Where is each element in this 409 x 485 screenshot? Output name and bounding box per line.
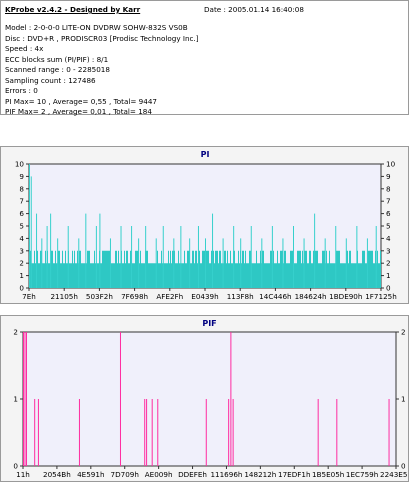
pi-ytick-label: 8 (19, 184, 24, 193)
pif-xtick-label: 17EDF1h (278, 470, 310, 479)
pif-xtick-label: 148212h (244, 470, 276, 479)
pif-xtick-label: 111696h (210, 470, 242, 479)
pi-ytick-label: 3 (19, 246, 24, 255)
pi-xtick-label: E0439h (191, 292, 218, 301)
pi-ytick-label-right: 0 (386, 284, 391, 293)
pif-chart: PIF 0 0 1 1 2 2 11h 2054Bh 4E591h 7D709h AE009h DDEF… (13, 319, 409, 479)
info-disc: Disc : DVD+R , PRODISCR03 [Prodisc Techn… (5, 33, 199, 43)
pif-xtick-label: DDEFEh (178, 470, 207, 479)
pi-ytick-label: 9 (19, 172, 24, 181)
pif-chart-title: PIF (202, 319, 216, 328)
pi-ytick-label-right: 3 (386, 246, 391, 255)
pi-xtick-label: 7F698h (121, 292, 148, 301)
pif-ytick-label-right: 2 (401, 328, 406, 337)
pif-xtick-label: 4E591h (77, 470, 104, 479)
pi-ytick-label: 6 (19, 209, 24, 218)
pi-chart: PI 0 0 1 1 2 2 3 3 4 4 5 5 6 6 7 7 8 8 9 9 10 10 7Eh 21105h 503F2… (15, 150, 397, 301)
info-errors: Errors : 0 (5, 86, 38, 95)
pi-xtick-label: 7Eh (22, 292, 36, 301)
pi-ytick-label-right: 9 (386, 172, 391, 181)
pif-xtick-label: 1B5E05h (312, 470, 344, 479)
info-pif-stats: PIF Max= 2 , Average= 0,01 , Total= 184 (5, 107, 152, 116)
pi-ytick-label: 10 (15, 160, 25, 169)
info-panel: KProbe v2.4.2 - Designed by Karr Date : … (0, 0, 409, 116)
pi-ytick-label: 0 (19, 284, 24, 293)
pif-ytick-label: 1 (13, 395, 18, 404)
pi-ytick-label-right: 1 (386, 271, 391, 280)
info-ecc-sum: ECC blocks sum (PI/PIF) : 8/1 (5, 54, 109, 64)
pi-chart-title: PI (201, 150, 210, 159)
pi-xtick-label: AFE2Fh (156, 292, 183, 301)
pi-ytick-label-right: 6 (386, 209, 391, 218)
info-pi-stats: PI Max= 10 , Average= 0,55 , Total= 9447 (5, 96, 157, 106)
pif-xtick-label: AE009h (145, 470, 173, 479)
pi-xtick-label: 503F2h (86, 292, 113, 301)
app-title: KProbe v2.4.2 - Designed by Karr (5, 5, 141, 14)
pi-ytick-label-right: 8 (386, 184, 391, 193)
pi-ytick-label: 4 (19, 234, 24, 243)
pi-ytick-label: 1 (19, 271, 24, 280)
pi-xtick-label: 21105h (50, 292, 77, 301)
info-scanned-range: Scanned range : 0 - 2285018 (5, 65, 110, 74)
scan-date: Date : 2005.01.14 16:40:08 (204, 5, 304, 14)
pi-ytick-label: 2 (19, 259, 24, 268)
pif-xtick-label: 11h (16, 470, 30, 479)
pif-ytick-label: 2 (13, 328, 18, 337)
info-model: Model : 2-0-0-0 LITE-ON DVDRW SOHW-832S … (5, 23, 188, 32)
pif-ytick-label-right: 1 (401, 395, 406, 404)
pif-xtick-label: 7D709h (111, 470, 139, 479)
pif-chart-panel: PIF 0 0 1 1 2 2 11h 2054Bh 4E591h 7D709h AE009h DDEF… (0, 315, 409, 482)
pif-plot-area (22, 331, 397, 467)
pif-xtick-label: 1EC759h (346, 470, 378, 479)
pi-ytick-label-right: 2 (386, 259, 391, 268)
pi-xtick-label: 14C446h (259, 292, 291, 301)
pi-chart-panel: PI 0 0 1 1 2 2 3 3 4 4 5 5 6 6 7 7 8 8 9 9 10 10 7Eh 21105h 503F2… (0, 146, 409, 304)
pi-ytick-label-right: 5 (386, 222, 391, 231)
pi-ytick-label: 7 (19, 197, 24, 206)
pif-ytick-label: 0 (13, 462, 18, 471)
pi-xtick-label: 184624h (295, 292, 327, 301)
pi-ytick-label-right: 4 (386, 234, 391, 243)
info-sampling-count: Sampling count : 127486 (5, 75, 96, 85)
pif-xtick-label: 2243E5h (380, 470, 408, 479)
pif-ytick-label-right: 0 (401, 462, 406, 471)
pi-xtick-label: 1BDE90h (329, 292, 362, 301)
pi-ytick-label-right: 10 (386, 160, 396, 169)
info-speed: Speed : 4x (5, 44, 44, 53)
pi-xtick-label: 1F7125h (365, 292, 397, 301)
pi-ytick-label: 5 (19, 222, 24, 231)
pif-xtick-label: 2054Bh (43, 470, 71, 479)
pi-xtick-label: 113F8h (227, 292, 254, 301)
pi-ytick-label-right: 7 (386, 197, 391, 206)
